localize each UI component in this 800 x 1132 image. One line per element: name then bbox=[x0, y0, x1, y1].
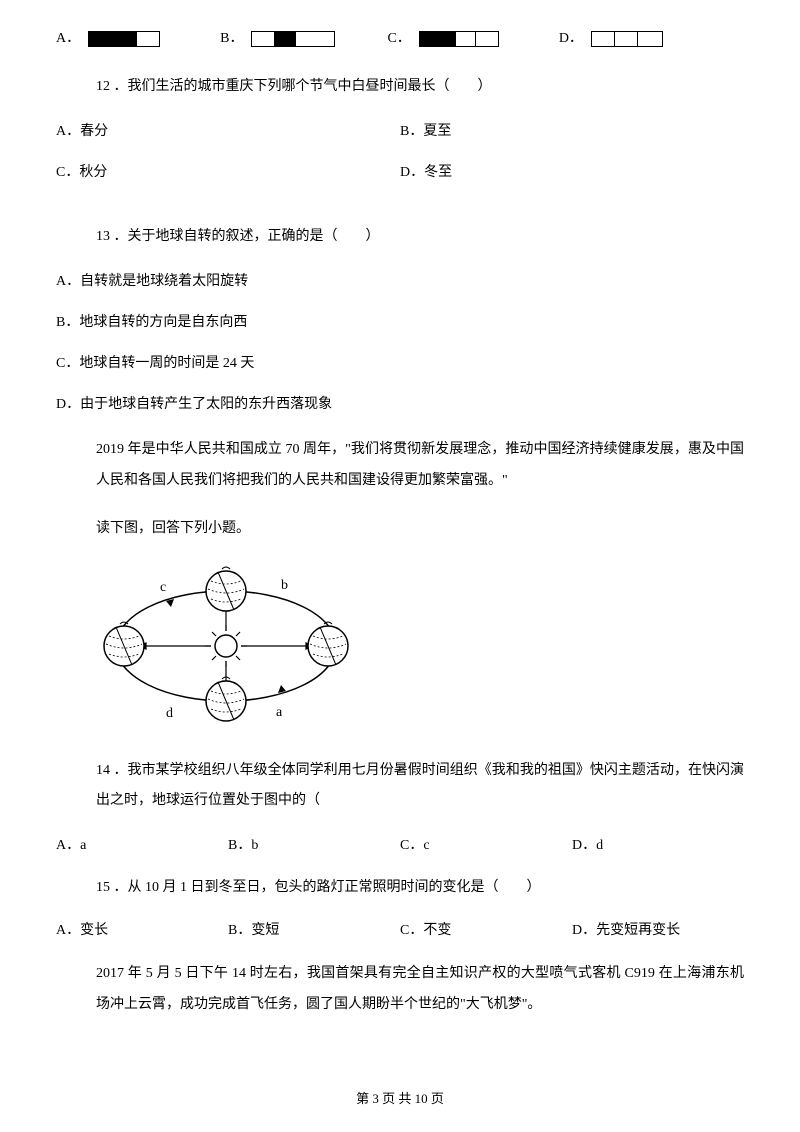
q15-option-d[interactable]: D．先变短再变长 bbox=[572, 920, 744, 941]
instruction-1: 读下图，回答下列小题。 bbox=[96, 515, 744, 543]
q13-options: A．自转就是地球绕着太阳旋转 B．地球自转的方向是自东向西 C．地球自转一周的时… bbox=[56, 271, 744, 415]
q11-option-a[interactable]: A． bbox=[56, 28, 160, 49]
label-a: a bbox=[276, 705, 283, 720]
q11-d-label: D． bbox=[559, 28, 583, 49]
q15-stem: 15 ．从 10 月 1 日到冬至日，包头的路灯正常照明时间的变化是（ ） bbox=[96, 874, 744, 902]
q14-option-a[interactable]: A．a bbox=[56, 835, 228, 856]
q14-option-b[interactable]: B．b bbox=[228, 835, 400, 856]
q12-option-c[interactable]: C．秋分 bbox=[56, 162, 400, 183]
q12-option-b[interactable]: B．夏至 bbox=[400, 121, 744, 142]
q11-a-box bbox=[88, 31, 160, 47]
q14-stem: 14 ．我市某学校组织八年级全体同学利用七月份暑假时间组织《我和我的祖国》快闪主… bbox=[96, 756, 744, 818]
q12-option-a[interactable]: A．春分 bbox=[56, 121, 400, 142]
q15-options: A．变长 B．变短 C．不变 D．先变短再变长 bbox=[56, 920, 744, 941]
q11-c-label: C． bbox=[387, 28, 410, 49]
revolution-diagram: a b c d bbox=[96, 561, 744, 738]
q11-option-d[interactable]: D． bbox=[559, 28, 663, 49]
q11-options: A． B． C． D． bbox=[56, 28, 744, 49]
label-c: c bbox=[160, 580, 166, 595]
q15-option-c[interactable]: C．不变 bbox=[400, 920, 572, 941]
q13-stem: 13 ．关于地球自转的叙述，正确的是（ ） bbox=[96, 223, 744, 251]
q11-option-b[interactable]: B． bbox=[220, 28, 335, 49]
q14-options: A．a B．b C．c D．d bbox=[56, 835, 744, 856]
q12-option-d[interactable]: D．冬至 bbox=[400, 162, 744, 183]
q14-option-d[interactable]: D．d bbox=[572, 835, 744, 856]
q12-options: A．春分 B．夏至 C．秋分 D．冬至 bbox=[56, 121, 744, 203]
q11-b-box bbox=[251, 31, 335, 47]
q15-option-a[interactable]: A．变长 bbox=[56, 920, 228, 941]
passage-2: 2017 年 5 月 5 日下午 14 时左右，我国首架具有完全自主知识产权的大… bbox=[96, 959, 744, 1021]
label-b: b bbox=[281, 578, 288, 593]
q13-option-c[interactable]: C．地球自转一周的时间是 24 天 bbox=[56, 353, 744, 374]
q14-option-c[interactable]: C．c bbox=[400, 835, 572, 856]
q11-b-label: B． bbox=[220, 28, 243, 49]
page-footer: 第 3 页 共 10 页 bbox=[0, 1089, 800, 1109]
label-d: d bbox=[166, 706, 173, 721]
q13-option-d[interactable]: D．由于地球自转产生了太阳的东升西落现象 bbox=[56, 394, 744, 415]
passage-1: 2019 年是中华人民共和国成立 70 周年，"我们将贯彻新发展理念，推动中国经… bbox=[96, 435, 744, 497]
q11-option-c[interactable]: C． bbox=[387, 28, 498, 49]
q12-stem: 12 ．我们生活的城市重庆下列哪个节气中白昼时间最长（ ） bbox=[96, 73, 744, 101]
q11-a-label: A． bbox=[56, 28, 80, 49]
q15-option-b[interactable]: B．变短 bbox=[228, 920, 400, 941]
q11-c-box bbox=[419, 31, 499, 47]
q11-d-box bbox=[591, 31, 663, 47]
orbit-svg: a b c d bbox=[96, 561, 356, 731]
q13-option-b[interactable]: B．地球自转的方向是自东向西 bbox=[56, 312, 744, 333]
q13-option-a[interactable]: A．自转就是地球绕着太阳旋转 bbox=[56, 271, 744, 292]
